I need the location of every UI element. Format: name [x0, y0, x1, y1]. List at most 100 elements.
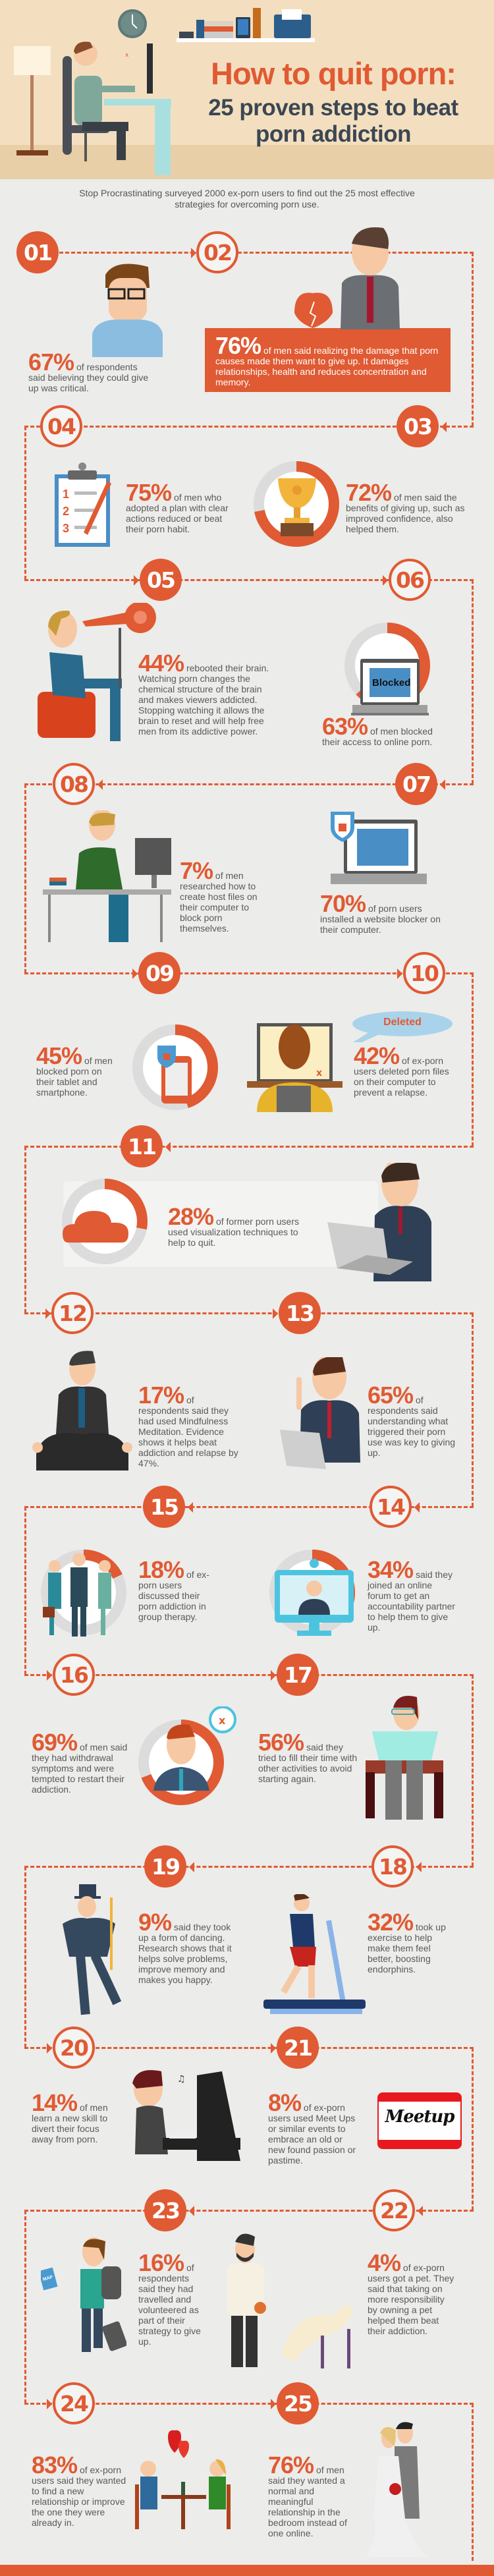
step-24-stat: 83% of ex-porn users said they wanted to…	[32, 2453, 127, 2529]
clipboard-checklist-icon: 1 2 3	[55, 462, 111, 547]
step-10-stat: 42% of ex-porn users deleted porn files …	[354, 1044, 453, 1098]
dashed-connector-vertical	[472, 252, 474, 426]
step-03-text: of men said the benefits of giving up, s…	[346, 492, 465, 534]
step-number-14: 14	[370, 1486, 412, 1528]
dashed-connector-vertical	[472, 1675, 474, 1866]
step-02-text: of men said realizing the damage that po…	[215, 345, 439, 387]
dashed-connector-horizontal	[24, 1674, 474, 1676]
arrow-right-icon	[271, 2399, 276, 2409]
dashed-connector-vertical	[472, 2048, 474, 2210]
dashed-connector-vertical	[24, 1146, 26, 1313]
step-16-text: of men said they had withdrawal symptoms…	[32, 1742, 128, 1795]
step-24-percent: 83%	[32, 2451, 78, 2478]
step-16-stat: 69% of men said they had withdrawal symp…	[32, 1731, 134, 1795]
step-21-percent: 8%	[268, 2089, 302, 2116]
stressed-man-broken-heart-illustration	[294, 227, 400, 329]
laptop-shield-lock-icon	[331, 812, 427, 884]
dashed-connector-vertical	[24, 2210, 26, 2403]
dashed-connector-horizontal	[24, 972, 474, 974]
step-17-percent: 56%	[258, 1729, 304, 1756]
man-in-armchair-brain-illustration	[38, 603, 156, 741]
step-06-text: of men blocked their access to online po…	[322, 726, 433, 747]
step-18-text: took up exercise to help make them feel …	[368, 1922, 446, 1974]
dashed-connector-horizontal	[24, 1312, 474, 1314]
man-at-computer-illustration: x	[63, 42, 171, 175]
meetup-logo-text: Meetup	[385, 2107, 455, 2127]
step-12-text: of respondents said they had used Mindfu…	[138, 1395, 238, 1469]
arrow-right-icon	[134, 575, 139, 586]
step-03-stat: 72% of men said the benefits of giving u…	[346, 481, 471, 535]
dashed-connector-horizontal	[24, 1866, 474, 1868]
step-25-text: of men said they wanted a normal and mea…	[268, 2465, 347, 2538]
step-14-percent: 34%	[368, 1556, 414, 1583]
step-13-text: of respondents said understanding what t…	[368, 1395, 456, 1458]
step-02-highlight-box: 76% of men said realizing the damage tha…	[205, 328, 451, 392]
step-14-stat: 34% said they joined an online forum to …	[368, 1558, 456, 1633]
pianist-illustration: ♫	[132, 2070, 240, 2161]
step-number-10: 10	[403, 952, 445, 994]
step-17-stat: 56% said they tried to fill their time w…	[258, 1731, 364, 1785]
step-02-percent: 76%	[215, 332, 261, 359]
step-15-percent: 18%	[138, 1556, 184, 1583]
step-number-25: 25	[277, 2382, 319, 2424]
deleted-speech-bubble	[352, 1011, 453, 1042]
step-number-04: 04	[40, 405, 82, 447]
step-number-07: 07	[395, 763, 437, 805]
arrow-right-icon	[273, 1308, 278, 1319]
arrow-left-icon	[188, 1502, 193, 1513]
arrow-left-icon	[440, 779, 445, 790]
step-01-text: of respondents said believing they could…	[28, 362, 149, 393]
dashed-connector-vertical	[472, 2403, 474, 2561]
deleted-label: Deleted	[383, 1017, 422, 1028]
step-17-text: said they tried to fill their time with …	[258, 1742, 358, 1784]
svg-text:x: x	[316, 1068, 322, 1078]
arrow-left-icon	[189, 1862, 194, 1872]
step-number-19: 19	[144, 1845, 186, 1888]
svg-text:x: x	[125, 52, 129, 59]
step-23-text: of respondents said they had travelled a…	[138, 2262, 201, 2347]
arrow-left-icon	[441, 422, 447, 432]
arrow-right-icon	[47, 2399, 52, 2409]
svg-text:♫: ♫	[177, 2074, 186, 2085]
step-04-stat: 75% of men who adopted a plan with clear…	[126, 481, 238, 535]
dashed-connector-horizontal	[24, 1146, 474, 1148]
page-title: How to quit porn:	[211, 56, 456, 91]
runner-treadmill-illustration	[263, 1894, 366, 2014]
step-number-01: 01	[16, 231, 59, 273]
arrow-right-icon	[47, 1670, 52, 1681]
step-20-stat: 14% of men learn a new skill to divert t…	[32, 2091, 109, 2145]
step-08-text: of men researched how to create host fil…	[180, 870, 258, 934]
header-banner: x How to quit porn: 25 proven steps to b…	[0, 0, 494, 179]
step-number-24: 24	[53, 2382, 95, 2424]
step-07-text: of porn users installed a website blocke…	[320, 903, 441, 935]
step-number-02: 02	[196, 231, 238, 273]
meditating-man-illustration	[32, 1351, 132, 1470]
footer-band	[0, 2565, 494, 2576]
dashed-connector-horizontal	[59, 252, 474, 254]
step-number-22: 22	[373, 2189, 415, 2231]
step-18-percent: 32%	[368, 1909, 414, 1936]
dashed-connector-horizontal	[24, 1506, 474, 1508]
step-21-text: of ex-porn users used Meet Ups or simila…	[268, 2102, 356, 2166]
tempted-man-thought-bubble-illustration: x	[153, 1706, 236, 1791]
step-06-stat: 63% of men blocked their access to onlin…	[322, 715, 451, 748]
traveler-illustration: MAP	[41, 2237, 126, 2352]
arrow-left-icon	[416, 1862, 422, 1872]
step-20-percent: 14%	[32, 2089, 78, 2116]
svg-text:1: 1	[63, 488, 69, 501]
step-19-text: said they took up a form of dancing. Res…	[138, 1922, 232, 1985]
step-number-11: 11	[121, 1125, 163, 1167]
dashed-connector-vertical	[472, 973, 474, 1146]
step-16-percent: 69%	[32, 1729, 78, 1756]
step-11-stat: 28% of former porn users used visualizat…	[168, 1205, 316, 1248]
step-21-stat: 8% of ex-porn users used Meet Ups or sim…	[268, 2091, 362, 2166]
donut-fill-arc	[62, 1179, 148, 1264]
step-01-percent: 67%	[28, 349, 74, 376]
step-08-stat: 7% of men researched how to create host …	[180, 859, 265, 934]
shelf-icon	[177, 8, 315, 42]
svg-text:3: 3	[63, 522, 69, 535]
dashed-connector-horizontal	[24, 2403, 474, 2405]
arrow-right-icon	[271, 1670, 276, 1681]
step-07-percent: 70%	[320, 890, 366, 917]
arrow-left-icon	[418, 2206, 423, 2216]
